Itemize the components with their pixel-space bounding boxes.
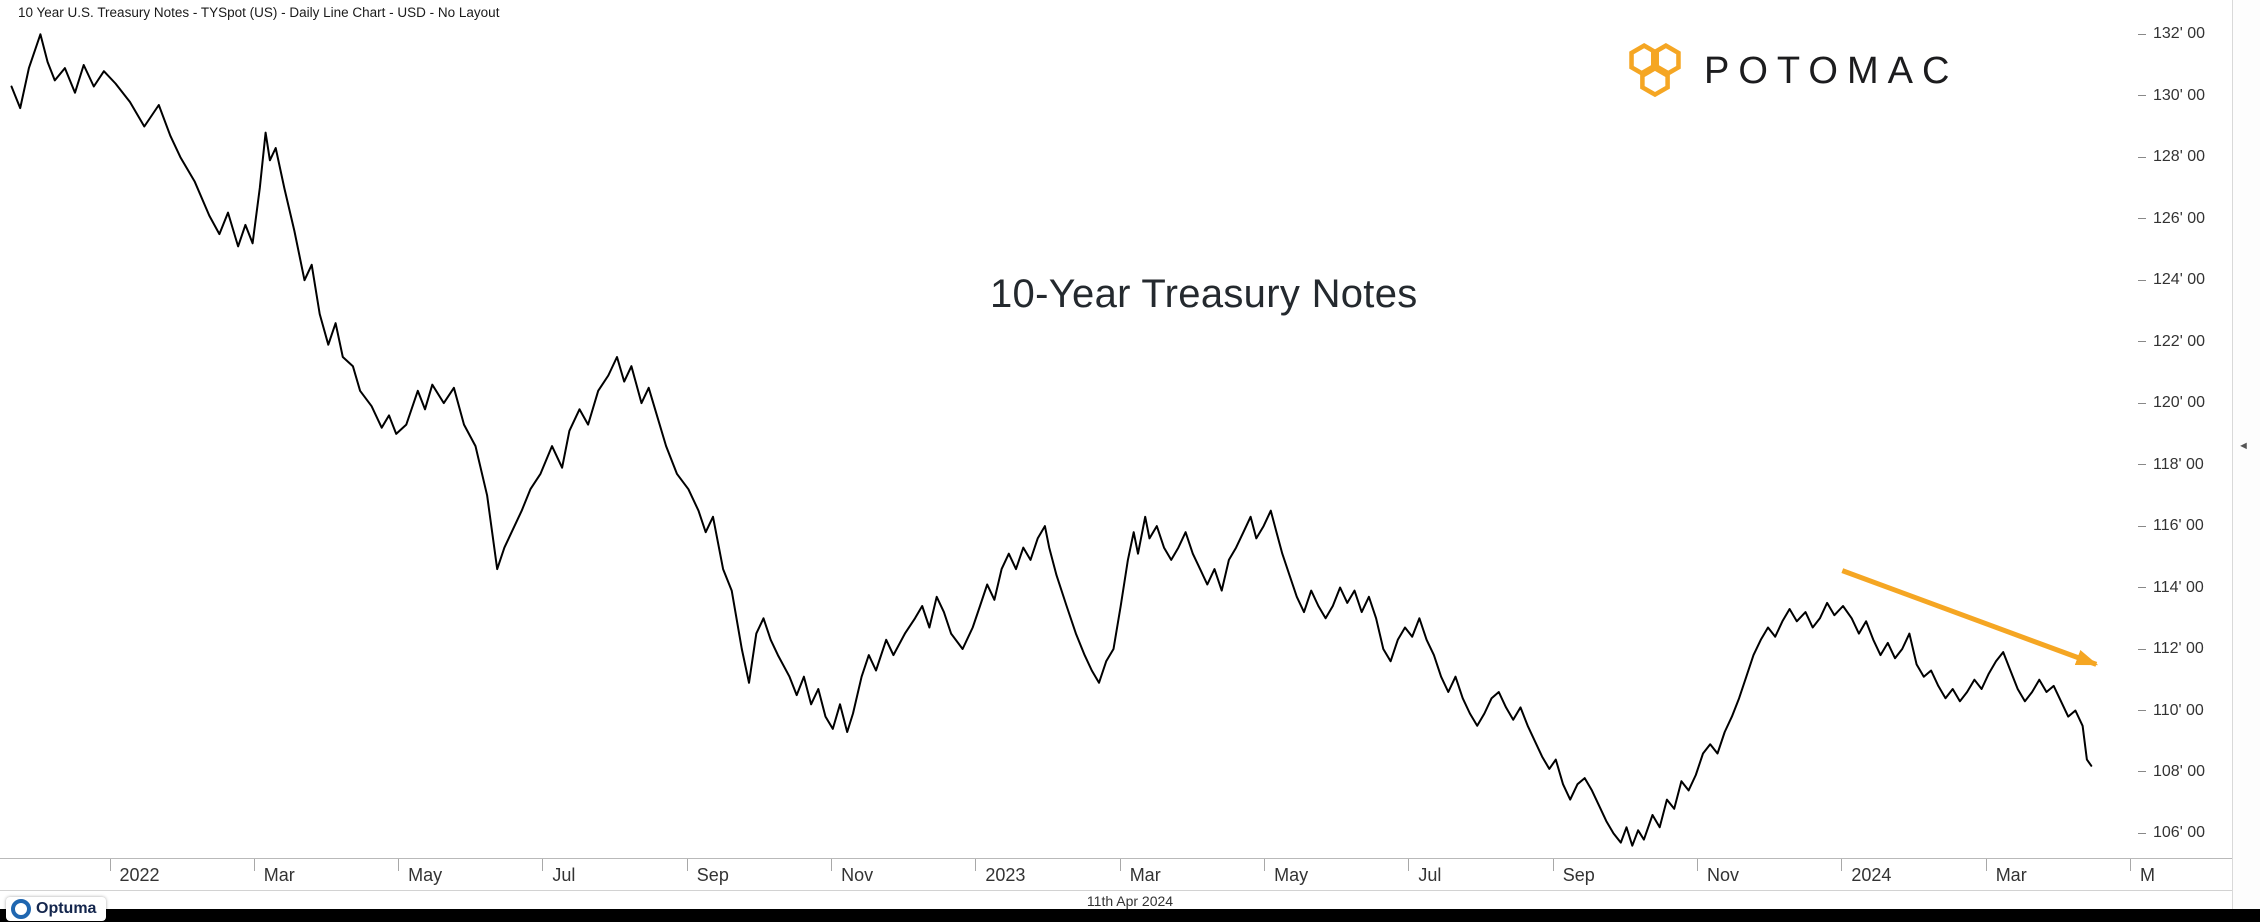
date-tick-mark [109,859,111,871]
date-tick-label: Jul [552,865,576,885]
price-tick-mark [2138,95,2146,97]
price-tick-label: 118' 00 [2153,455,2204,473]
potomac-logo: POTOMAC [1626,40,1958,102]
date-tick-label: Mar [1995,865,2027,885]
date-tick-label: 2023 [985,865,1026,885]
price-tick-mark [2138,648,2146,650]
price-line [10,33,2093,847]
price-axis-tick: 108' 00 [2138,762,2205,782]
price-tick-label: 110' 00 [2153,701,2204,719]
price-tick-mark [2138,218,2146,220]
price-axis-tick: 112' 00 [2138,639,2204,659]
price-axis-tick: 122' 00 [2138,332,2205,352]
price-tick-label: 126' 00 [2153,209,2205,227]
panel-collapse-left-icon[interactable]: ◄ [2238,440,2249,452]
price-axis-tick: 116' 00 [2138,516,2204,536]
price-tick-mark [2138,464,2146,466]
chart-canvas[interactable] [0,22,2136,858]
price-tick-mark [2138,525,2146,527]
price-axis-tick: 106' 00 [2138,823,2205,843]
date-tick-label: Mar [1129,865,1161,885]
price-tick-label: 130' 00 [2153,86,2205,104]
price-tick-label: 124' 00 [2153,271,2205,289]
date-tick-mark [542,859,544,871]
down-trend-arrow-icon[interactable] [1841,568,2099,667]
price-tick-mark [2138,587,2146,588]
price-axis-tick: 124' 00 [2138,270,2205,290]
potomac-hexagons-icon [1629,43,1681,98]
price-chart-svg [10,33,2099,847]
price-tick-label: 114' 00 [2153,578,2204,596]
date-tick-mark [2130,859,2131,871]
price-axis[interactable]: 132' 00 130' 00 128' 00 126' 00 124' 00 122' … [2138,22,2232,858]
date-tick-mark [1697,859,1698,871]
date-tick-mark [975,859,977,871]
date-tick-label: Jul [1418,865,1442,885]
date-tick-label: May [408,865,443,885]
date-tick-label: Sep [696,865,729,885]
price-axis-tick: 126' 00 [2138,209,2205,229]
price-axis-tick: 120' 00 [2138,393,2205,413]
date-tick-mark [1119,859,1121,871]
date-tick-mark [1264,859,1266,871]
date-tick-mark [1841,859,1843,871]
price-tick-label: 108' 00 [2153,762,2205,780]
price-tick-mark [2138,402,2146,404]
right-panel-strip: ◄ [2232,0,2260,909]
price-tick-label: 116' 00 [2153,517,2204,535]
price-tick-mark [2138,341,2146,343]
price-tick-mark [2138,279,2146,281]
price-axis-tick: 114' 00 [2138,578,2204,598]
price-tick-mark [2138,156,2146,158]
date-tick-label: 2022 [119,865,160,885]
trend-arrow-annotation[interactable] [1841,568,2099,667]
price-tick-mark [2138,771,2146,773]
price-axis-tick: 110' 00 [2138,701,2204,721]
date-tick-label: Nov [841,865,874,885]
optuma-circle-icon [11,899,31,919]
bottom-bar [0,909,2260,922]
date-tick-label: M [2140,865,2155,885]
price-axis-tick: 128' 00 [2138,147,2205,167]
date-tick-label: May [1274,865,1309,885]
date-tick-mark [686,859,688,871]
date-tick-mark [398,859,400,871]
date-tick-mark [253,859,255,871]
price-tick-mark [2138,710,2146,711]
potomac-wordmark: POTOMAC [1704,49,1959,92]
chart-title-annotation[interactable]: 10-Year Treasury Notes [990,272,1418,316]
date-tick-mark [1985,859,1987,871]
price-tick-label: 132' 00 [2153,25,2205,43]
date-tick-label: Sep [1562,865,1595,885]
price-axis-tick: 118' 00 [2138,455,2204,475]
price-tick-label: 120' 00 [2153,394,2205,412]
price-axis-tick: 130' 00 [2138,86,2205,106]
price-tick-label: 106' 00 [2153,824,2205,842]
date-tick-label: 2024 [1851,865,1892,885]
price-tick-label: 128' 00 [2153,148,2205,166]
price-tick-label: 112' 00 [2153,640,2204,657]
price-axis-tick: 132' 00 [2138,24,2205,44]
date-tick-mark [831,859,833,871]
date-tick-label: Nov [1707,865,1740,885]
price-tick-mark [2138,33,2146,35]
status-date: 11th Apr 2024 [1086,893,1174,909]
date-tick-mark [1552,859,1554,871]
price-tick-mark [2138,832,2146,834]
date-tick-label: Mar [263,865,295,885]
price-tick-label: 122' 00 [2153,332,2205,350]
chart-header-title: 10 Year U.S. Treasury Notes - TYSpot (US… [18,5,500,20]
date-axis[interactable]: 2022 Mar May Jul Sep Nov 2023 Mar May Jul Sep Nov 20… [0,858,2232,891]
optuma-wordmark: Optuma [36,900,97,917]
date-tick-mark [1408,859,1410,871]
optuma-logo: Optuma [6,897,107,921]
